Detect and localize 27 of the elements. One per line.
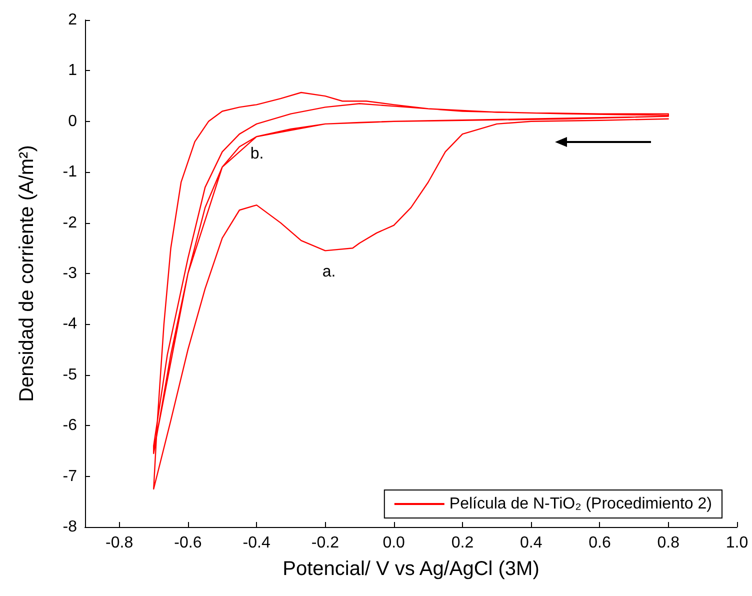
y-tick-label: 0 xyxy=(68,112,78,130)
y-tick-label: -8 xyxy=(62,518,78,536)
x-tick-label: 0.4 xyxy=(520,534,542,552)
y-tick-label: -4 xyxy=(62,316,78,333)
y-tick-label: -6 xyxy=(62,417,78,434)
y-tick-label: 1 xyxy=(68,62,78,80)
y-tick-label: 2 xyxy=(68,12,78,28)
x-tick-label: 0.0 xyxy=(382,534,406,552)
y-tick-label: -3 xyxy=(62,265,78,282)
annotation: a. xyxy=(322,264,336,280)
x-tick-label: -0.2 xyxy=(311,534,340,552)
x-tick-label: -0.4 xyxy=(242,534,270,552)
y-tick-label: -2 xyxy=(62,214,78,232)
annotation: b. xyxy=(250,146,264,162)
y-tick-label: -7 xyxy=(62,468,78,485)
x-tick-label: 0.2 xyxy=(451,534,474,552)
x-tick-label: -0.8 xyxy=(106,534,134,552)
legend-label: Película de N-TiO₂ (Procedimiento 2) xyxy=(449,496,712,512)
x-tick-label: -0.6 xyxy=(174,534,202,552)
x-axis-title: Potencial/ V vs Ag/AgCl (3M) xyxy=(282,558,540,580)
line-series xyxy=(153,92,669,490)
y-tick-label: -1 xyxy=(62,164,78,181)
x-tick-label: 0.8 xyxy=(657,534,680,552)
y-tick-label: -5 xyxy=(62,366,78,384)
x-tick-label: 1.0 xyxy=(726,534,748,552)
y-axis-title: Densidad de corriente (A/m²) xyxy=(16,145,38,402)
x-tick-label: 0.6 xyxy=(588,534,611,552)
